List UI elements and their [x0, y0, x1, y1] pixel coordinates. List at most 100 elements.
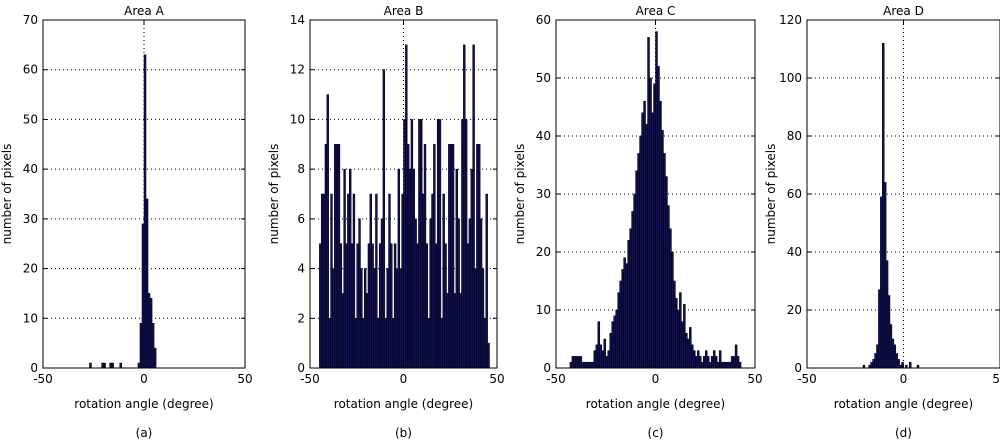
- histogram-bar: [697, 350, 700, 369]
- histogram-bar: [453, 293, 457, 369]
- histogram-bar: [151, 323, 155, 369]
- histogram-bar: [457, 218, 460, 369]
- histogram-bar: [145, 198, 149, 369]
- histogram-bar: [418, 119, 421, 369]
- histogram-bar: [641, 112, 644, 369]
- histogram-bar: [895, 353, 898, 369]
- y-tick-label: 2: [297, 311, 305, 325]
- y-tick-label: 8: [297, 162, 305, 176]
- y-tick-label: 120: [779, 13, 802, 27]
- histogram-bar: [446, 293, 449, 369]
- histogram-bar: [143, 54, 147, 369]
- histogram-bar: [421, 193, 425, 369]
- histogram-bar: [360, 268, 363, 369]
- histogram-bar: [425, 243, 429, 369]
- histogram-bar: [663, 153, 666, 369]
- histogram-bar: [589, 361, 593, 369]
- histogram-bar: [377, 318, 380, 369]
- histogram-bar: [356, 243, 359, 369]
- histogram-bar: [137, 362, 141, 369]
- histogram-bar: [691, 344, 694, 369]
- x-tick-label: -50: [33, 372, 53, 386]
- histogram-bar: [369, 193, 372, 369]
- histogram-bar: [699, 356, 702, 369]
- histogram-bar: [629, 228, 632, 369]
- histogram-bar: [607, 350, 610, 369]
- histogram-bar: [603, 338, 607, 369]
- histogram-bar: [337, 144, 341, 369]
- histogram-bar: [103, 362, 106, 369]
- histogram-bar: [695, 356, 698, 369]
- histogram-bar: [885, 260, 889, 369]
- histogram-bar: [405, 44, 408, 369]
- histogram-bar: [732, 356, 736, 369]
- histogram-bar: [601, 350, 605, 369]
- histogram-bar: [111, 362, 114, 369]
- histogram-bar: [722, 361, 726, 369]
- x-axis-label: rotation angle (degree): [586, 397, 725, 411]
- x-tick-label: 50: [747, 372, 762, 386]
- histogram-bar: [874, 353, 877, 369]
- histogram-bar: [433, 144, 436, 369]
- histogram-bar: [363, 268, 367, 369]
- histogram-bar: [655, 31, 658, 369]
- histogram-bar: [597, 321, 601, 369]
- x-tick-label: -50: [300, 372, 320, 386]
- histogram-bar: [412, 168, 415, 369]
- histogram-bar: [450, 144, 453, 369]
- histogram-bar: [669, 228, 672, 369]
- histogram-bar: [119, 362, 123, 369]
- y-tick-label: 50: [536, 71, 551, 85]
- figure-caption: (b): [395, 426, 412, 440]
- histogram-bar: [403, 119, 406, 369]
- histogram-bar: [585, 361, 589, 369]
- x-axis-label: rotation angle (degree): [334, 397, 473, 411]
- histogram-bar: [440, 318, 444, 369]
- histogram-bar: [889, 324, 893, 369]
- histogram-bar: [322, 193, 326, 369]
- histogram-bar: [341, 293, 344, 369]
- histogram-bar: [153, 347, 157, 369]
- y-tick-label: 0: [297, 361, 305, 375]
- histogram-bar: [689, 327, 692, 369]
- histogram-bar: [459, 293, 462, 369]
- histogram-bar: [362, 318, 365, 369]
- histogram-bar: [587, 361, 591, 369]
- histogram-bar: [371, 243, 374, 369]
- histogram-bar: [476, 144, 479, 369]
- histogram-bar: [332, 268, 335, 369]
- histogram-bar: [665, 176, 668, 369]
- histogram-bar: [577, 356, 581, 369]
- histogram-bar: [89, 362, 92, 369]
- histogram-bar: [880, 196, 883, 369]
- histogram-bar: [485, 193, 488, 369]
- histogram-bar: [734, 344, 738, 369]
- y-tick-label: 30: [23, 212, 38, 226]
- x-tick-label: 50: [237, 372, 252, 386]
- histogram-bar: [897, 359, 900, 369]
- histogram-bar: [349, 168, 352, 369]
- histogram-bar: [625, 263, 628, 369]
- histogram-bar: [487, 342, 490, 369]
- histogram-bar: [639, 135, 642, 369]
- histogram-bar: [891, 338, 895, 369]
- histogram-bar: [705, 350, 708, 369]
- histogram-bar: [605, 356, 608, 369]
- histogram-bar: [619, 280, 622, 369]
- y-tick-label: 20: [536, 245, 551, 259]
- histogram-bar: [617, 292, 620, 369]
- histogram-bar: [367, 243, 371, 369]
- y-tick-label: 40: [787, 245, 802, 259]
- histogram-bar: [573, 356, 577, 369]
- histogram-bar: [399, 268, 402, 369]
- histogram-bar: [653, 83, 656, 369]
- histogram-bar: [882, 42, 885, 369]
- histogram-bar: [623, 257, 626, 369]
- y-tick-label: 40: [23, 162, 38, 176]
- histogram-bar: [701, 361, 704, 369]
- histogram-bar: [615, 309, 618, 369]
- histogram-bar: [141, 223, 145, 369]
- histogram-bar: [466, 243, 470, 369]
- chart-title: Area B: [384, 4, 424, 18]
